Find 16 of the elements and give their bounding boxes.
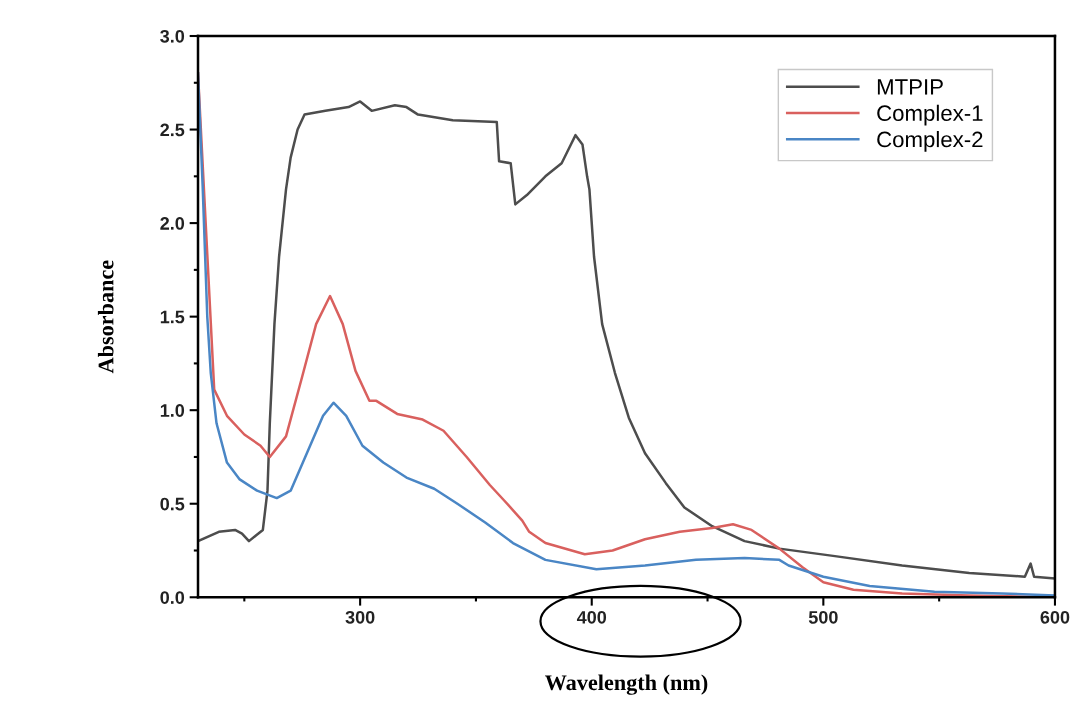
- y-axis-title: Absorbance: [97, 260, 114, 374]
- x-tick-label: 300: [345, 610, 375, 624]
- y-tick-label: 2.0: [160, 217, 185, 230]
- y-tick-label: 0.5: [160, 497, 185, 511]
- legend-label: Complex-2: [877, 131, 983, 152]
- y-tick-label: 2.5: [160, 123, 185, 137]
- x-tick-label: 600: [1040, 610, 1070, 624]
- y-tick-label: 1.5: [160, 310, 185, 324]
- y-tick-label: 1.0: [160, 404, 185, 417]
- legend-label: MTPIP: [877, 79, 943, 95]
- y-tick-label: 0.0: [160, 591, 185, 604]
- y-tick-label: 3.0: [160, 29, 185, 43]
- x-tick-label: 500: [808, 610, 838, 624]
- x-axis-title: Wavelength (nm): [545, 674, 708, 695]
- legend-label: Complex-1: [877, 104, 983, 126]
- x-tick-label: 400: [576, 610, 607, 624]
